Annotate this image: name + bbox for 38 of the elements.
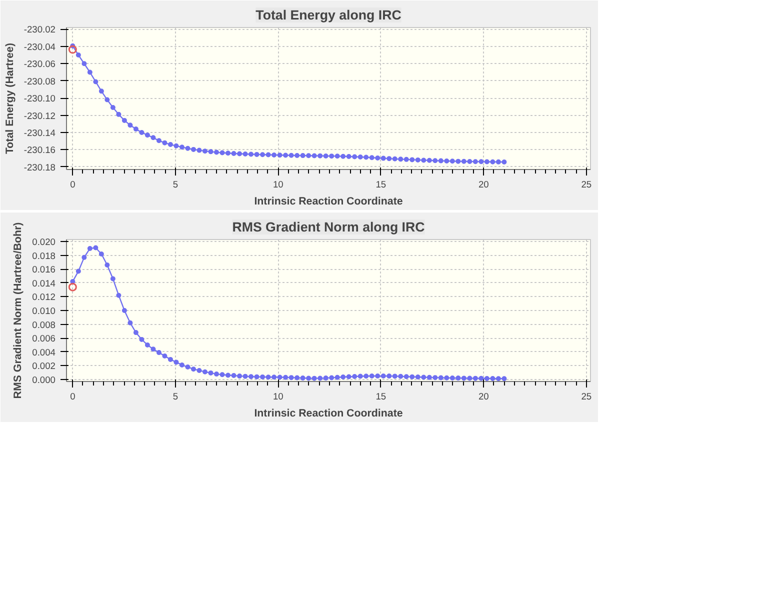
y-tick-label: -230.10 <box>24 94 56 104</box>
x-tick-label: 20 <box>478 180 489 190</box>
x-tick-label: 10 <box>272 180 284 190</box>
x-tick-label: 5 <box>172 392 178 402</box>
y-tick-label: 0.000 <box>32 374 56 385</box>
x-tick-label: 20 <box>478 392 489 402</box>
y-tick-label: 0.012 <box>32 292 56 302</box>
y-tick-label: -230.14 <box>24 128 56 138</box>
x-tick-label: 0 <box>70 392 76 402</box>
y-tick-label: 0.018 <box>32 250 56 261</box>
x-tick-label: 5 <box>172 180 178 190</box>
chart-title: RMS Gradient Norm along IRC <box>232 220 426 234</box>
y-tick-label: -230.04 <box>24 42 56 52</box>
x-tick-label: 15 <box>376 392 386 402</box>
y-axis-title: Total Energy (Hartree) <box>4 42 16 154</box>
y-tick-label: 0.004 <box>32 347 56 358</box>
y-tick-label: 0.016 <box>32 264 56 275</box>
y-tick-label: 0.014 <box>32 278 56 288</box>
x-tick-label: 15 <box>376 180 386 190</box>
y-tick-label: 0.020 <box>32 237 56 248</box>
y-tick-label: 0.010 <box>32 306 56 316</box>
x-tick-label: 25 <box>581 180 592 190</box>
y-tick-label: -230.02 <box>24 24 56 35</box>
y-tick-label: -230.18 <box>24 162 56 172</box>
y-tick-label: -230.16 <box>24 145 56 156</box>
y-tick-label: 0.002 <box>32 361 56 372</box>
x-axis-title: Intrinsic Reaction Coordinate <box>254 408 403 420</box>
y-tick-label: -230.08 <box>24 76 56 86</box>
chart-title: Total Energy along IRC <box>256 8 402 22</box>
x-tick-label: 0 <box>70 180 76 190</box>
y-tick-label: -230.12 <box>24 110 56 121</box>
x-tick-label: 25 <box>581 392 592 402</box>
y-tick-label: -230.06 <box>24 59 56 70</box>
x-axis-title: Intrinsic Reaction Coordinate <box>254 196 403 208</box>
y-axis-title: RMS Gradient Norm (Hartree/Bohr) <box>12 222 24 399</box>
y-tick-label: 0.008 <box>32 320 56 330</box>
y-tick-label: 0.006 <box>32 334 56 344</box>
x-tick-label: 10 <box>272 392 284 402</box>
